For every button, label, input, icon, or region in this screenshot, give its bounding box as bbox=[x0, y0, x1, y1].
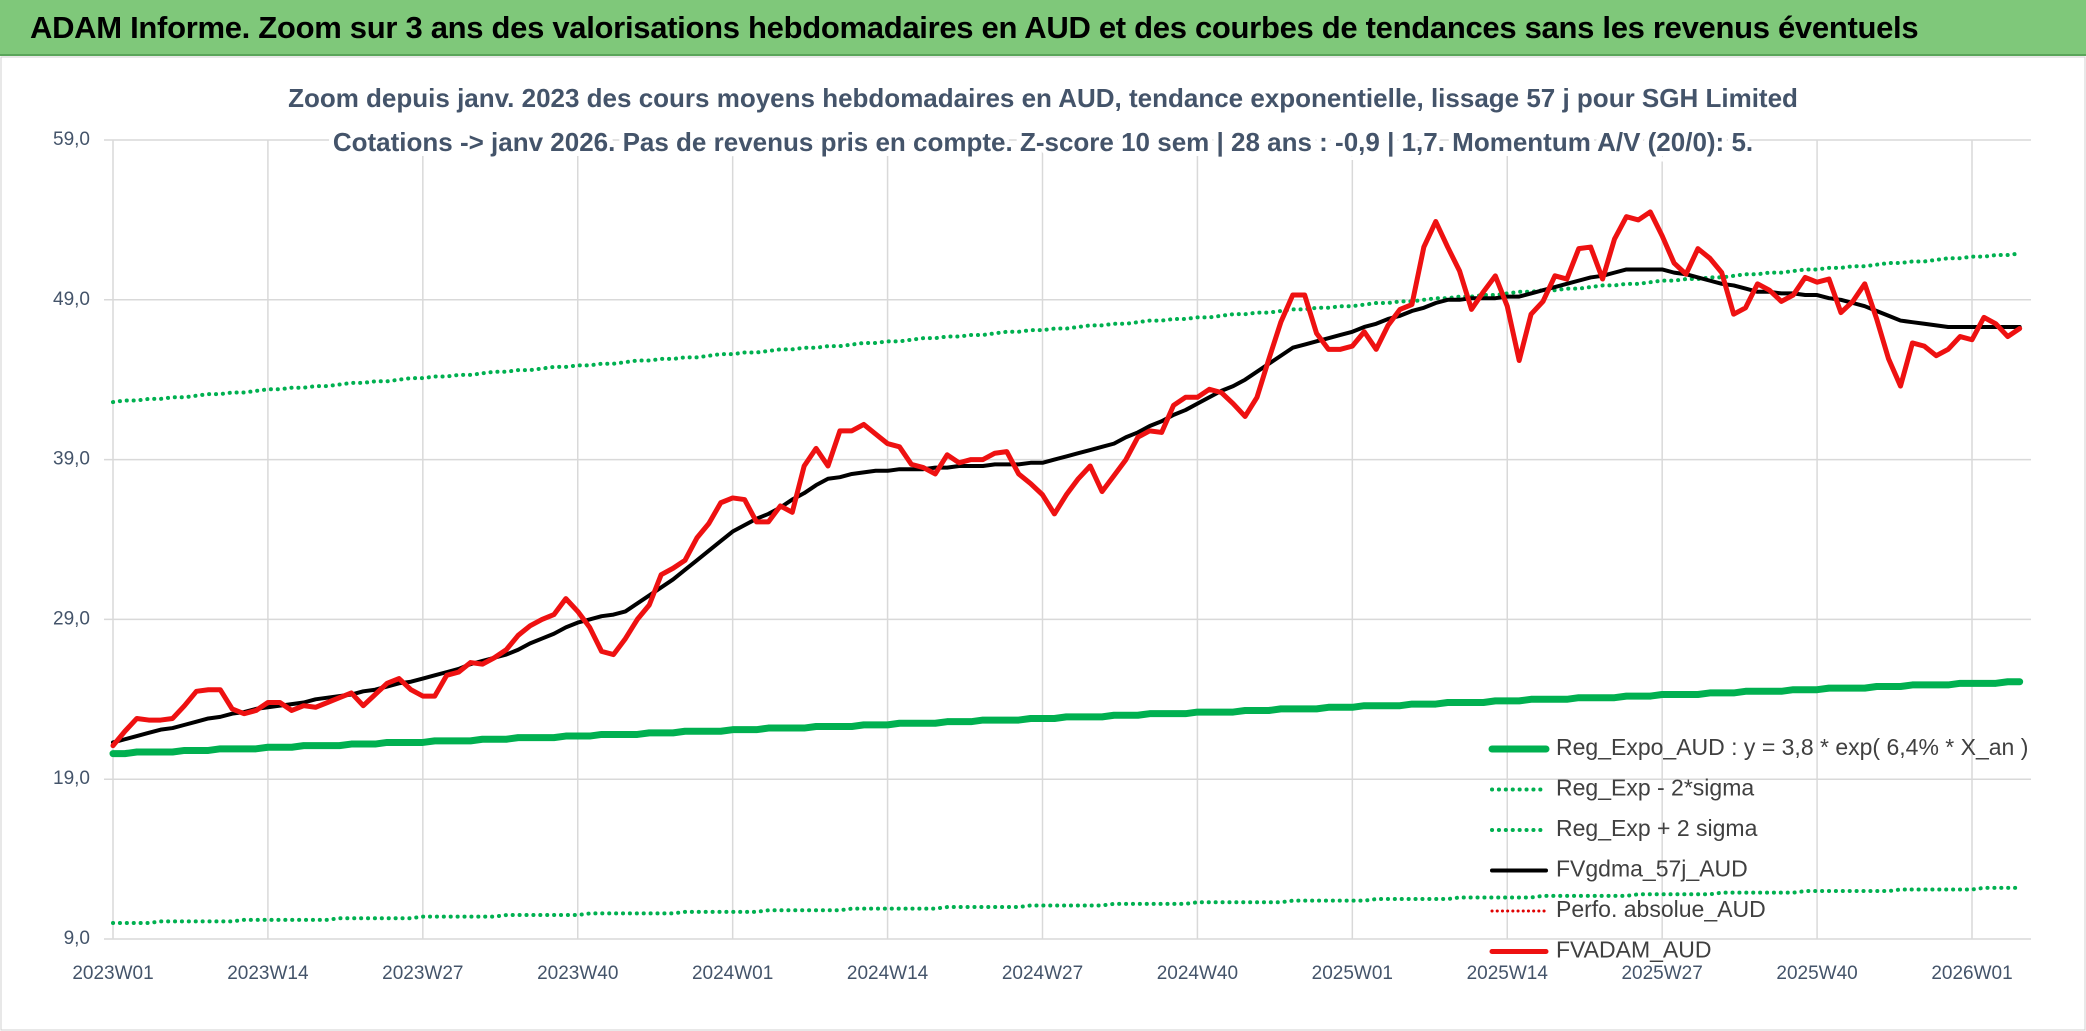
chart: 9,0 19,0 29,0 39,0 49,0 59,0 2023W01 2023W14 202… bbox=[0, 56, 2086, 1031]
plot bbox=[109, 209, 2024, 926]
x-tick-label: 2024W01 bbox=[692, 963, 773, 984]
series-line bbox=[110, 209, 2023, 749]
x-tick-label: 2023W27 bbox=[382, 963, 463, 984]
y-tick-label: 29,0 bbox=[53, 608, 90, 629]
series-line bbox=[109, 678, 2024, 758]
x-tick-label: 2023W14 bbox=[227, 963, 309, 984]
y-tick-label: 9,0 bbox=[64, 928, 90, 949]
x-tick-label: 2025W40 bbox=[1776, 963, 1857, 984]
legend-label: FVgdma_57j_AUD bbox=[1556, 856, 1748, 882]
x-tick-label: 2023W40 bbox=[537, 963, 618, 984]
series-line bbox=[111, 885, 2022, 926]
x-tick-label: 2025W01 bbox=[1312, 963, 1393, 984]
legend-label: Perfo. absolue_AUD bbox=[1556, 896, 1766, 922]
x-tick-label: 2025W27 bbox=[1621, 963, 1702, 984]
grid: 9,0 19,0 29,0 39,0 49,0 59,0 2023W01 2023W14 202… bbox=[53, 129, 2031, 984]
y-tick-label: 39,0 bbox=[53, 449, 90, 470]
x-tick-label: 2025W14 bbox=[1467, 963, 1549, 984]
page-title: ADAM Informe. Zoom sur 3 ans des valoris… bbox=[30, 10, 1919, 45]
x-tick-label: 2024W40 bbox=[1157, 963, 1238, 984]
legend-label: Reg_Expo_AUD : y = 3,8 * exp( 6,4% * X_a… bbox=[1556, 734, 2028, 760]
legend-label: Reg_Exp - 2*sigma bbox=[1556, 775, 1754, 801]
series-line bbox=[111, 251, 2022, 405]
y-tick-label: 59,0 bbox=[53, 129, 90, 150]
x-tick-label: 2026W01 bbox=[1931, 963, 2012, 984]
series-line bbox=[111, 267, 2022, 745]
x-tick-label: 2023W01 bbox=[72, 963, 153, 984]
subtitle: Cotations -> janv 2026. Pas de revenus p… bbox=[333, 127, 1753, 157]
x-tick-label: 2024W27 bbox=[1002, 963, 1083, 984]
legend-label: Reg_Exp + 2 sigma bbox=[1556, 815, 1758, 841]
y-tick-label: 19,0 bbox=[53, 768, 90, 789]
header: ADAM Informe. Zoom sur 3 ans des valoris… bbox=[0, 0, 2086, 56]
legend: Reg_Expo_AUD : y = 3,8 * exp( 6,4% * X_a… bbox=[1488, 734, 2028, 963]
legend-label: FVADAM_AUD bbox=[1556, 937, 1712, 963]
y-tick-label: 49,0 bbox=[53, 289, 90, 310]
subtitle: Zoom depuis janv. 2023 des cours moyens … bbox=[288, 83, 1798, 113]
x-tick-label: 2024W14 bbox=[847, 963, 929, 984]
